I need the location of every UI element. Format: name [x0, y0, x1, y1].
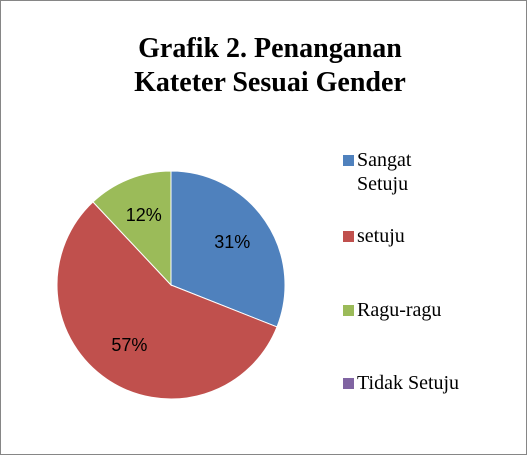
legend-swatch — [343, 305, 354, 316]
legend-swatch — [343, 378, 354, 389]
legend-label: Ragu-ragu — [357, 299, 442, 321]
legend-label: Tidak Setuju — [357, 372, 460, 394]
data-label: 12% — [126, 205, 162, 225]
pie-slice — [170, 170, 286, 328]
legend-swatch — [343, 155, 354, 166]
legend-item: setuju — [343, 224, 463, 248]
legend-label: Sangat Setuju — [357, 149, 412, 195]
chart-title: Grafik 2. Penanganan Kateter Sesuai Gend… — [134, 33, 406, 98]
pie-slice — [56, 201, 278, 400]
legend-swatch — [343, 231, 354, 242]
data-label: 31% — [214, 232, 250, 252]
pie-slice — [92, 170, 172, 287]
legend-item: Tidak Setuju — [343, 371, 463, 395]
data-label: 57% — [111, 335, 147, 355]
legend-label: setuju — [357, 225, 405, 247]
legend-item: Sangat Setuju — [343, 148, 463, 196]
legend-item: Ragu-ragu — [343, 298, 463, 322]
